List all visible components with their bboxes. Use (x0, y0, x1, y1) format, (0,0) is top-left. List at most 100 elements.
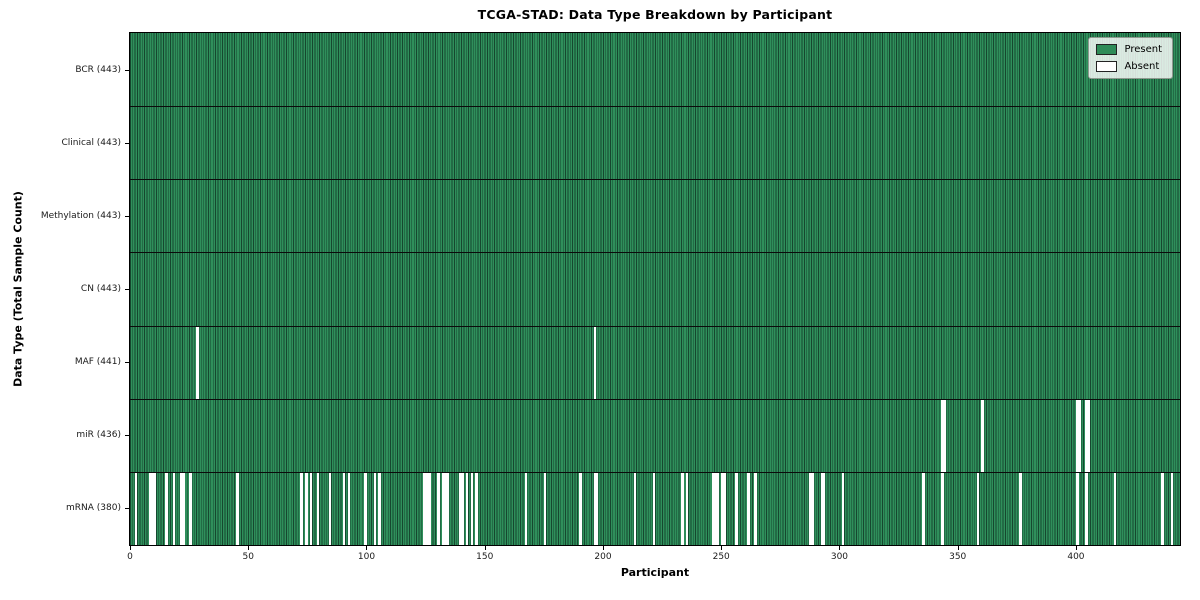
absent-mark (1019, 471, 1022, 545)
absent-mark (300, 471, 303, 545)
xtick-label-0: 0 (127, 552, 133, 562)
row-separator (130, 179, 1180, 181)
ytick-label-cn: CN (443) (80, 284, 121, 294)
absent-mark (681, 471, 684, 545)
absent-mark (652, 471, 656, 545)
absent-mark (461, 471, 464, 545)
xtick-label-200: 200 (594, 552, 612, 562)
absent-mark (633, 471, 637, 545)
absent-mark (747, 471, 750, 545)
legend-item-present: Present (1096, 44, 1162, 55)
absent-mark (593, 325, 597, 399)
absent-mark (425, 471, 429, 545)
absent-mark (378, 471, 381, 545)
absent-mark (165, 471, 169, 545)
absent-mark (981, 398, 984, 472)
row-separator (130, 471, 1180, 473)
absent-mark (976, 471, 980, 545)
absent-mark (470, 471, 474, 545)
absent-mark (723, 471, 727, 545)
absent-mark (342, 471, 346, 545)
absent-mark (182, 471, 185, 545)
absent-mark (465, 471, 469, 545)
heatmap-row-bcr (130, 33, 1180, 107)
absent-mark (1161, 471, 1164, 545)
legend-present-label: Present (1124, 44, 1162, 55)
absent-mark (364, 471, 367, 545)
xtick-label-100: 100 (357, 552, 376, 562)
absent-mark (236, 471, 239, 545)
xtick-mark (130, 546, 131, 550)
present-bars (130, 398, 1180, 472)
absent-mark (442, 471, 445, 545)
absent-mark (811, 471, 814, 545)
legend-absent-label: Absent (1124, 61, 1160, 72)
absent-mark (316, 471, 320, 545)
xtick-mark (839, 546, 841, 550)
plot-area: Present Absent (129, 32, 1181, 546)
absent-mark (941, 471, 944, 545)
absent-mark (1075, 398, 1079, 472)
legend-present-swatch (1096, 44, 1118, 55)
absent-mark (593, 471, 597, 545)
legend-item-absent: Absent (1096, 61, 1162, 72)
absent-mark (524, 471, 528, 545)
heatmap-row-mir (130, 398, 1180, 472)
absent-mark (309, 471, 313, 545)
heatmap-row-mrna (130, 471, 1180, 545)
absent-mark (754, 471, 757, 545)
ytick-label-maf: MAF (441) (74, 357, 121, 368)
ytick-mark (125, 362, 129, 364)
legend: Present Absent (1088, 37, 1173, 79)
x-axis-title: Participant (620, 566, 690, 579)
absent-mark (148, 471, 152, 545)
present-bars (130, 106, 1180, 180)
ytick-label-bcr: BCR (443) (75, 64, 121, 75)
xtick-mark (602, 546, 604, 550)
absent-mark (347, 471, 351, 545)
heatmap-row-methylation (130, 179, 1180, 253)
absent-mark (446, 471, 450, 545)
absent-mark (134, 471, 138, 545)
row-separator (130, 106, 1180, 108)
xtick-label-150: 150 (476, 552, 494, 562)
absent-mark (943, 398, 947, 472)
absent-mark (151, 471, 154, 545)
heatmap-row-maf (130, 325, 1180, 399)
ytick-label-clinical: Clinical (443) (61, 137, 121, 148)
absent-mark (427, 471, 431, 545)
absent-mark (922, 471, 925, 545)
present-bars (130, 252, 1180, 326)
absent-mark (475, 471, 478, 545)
absent-mark (711, 471, 715, 545)
absent-mark (721, 471, 724, 545)
chart-title: TCGA-STAD: Data Type Breakdown by Partic… (477, 7, 833, 22)
absent-mark (1113, 471, 1117, 545)
heatmap-row-cn (130, 252, 1180, 326)
absent-mark (444, 471, 448, 545)
absent-mark (1085, 398, 1088, 472)
absent-mark (458, 471, 462, 545)
row-separator (130, 252, 1180, 254)
absent-mark (735, 471, 738, 545)
ytick-label-mrna: mRNA (380) (66, 503, 121, 514)
absent-mark (196, 325, 199, 399)
row-separator (130, 325, 1180, 327)
xtick-label-400: 400 (1067, 552, 1085, 562)
absent-mark (716, 471, 720, 545)
ytick-mark (125, 142, 129, 144)
absent-mark (373, 471, 377, 545)
ytick-mark (125, 215, 129, 217)
xtick-mark (484, 546, 486, 550)
xtick-label-300: 300 (830, 552, 849, 562)
absent-mark (685, 471, 689, 545)
absent-mark (841, 471, 845, 545)
absent-mark (808, 471, 812, 545)
absent-mark (1075, 471, 1079, 545)
absent-mark (305, 471, 308, 545)
absent-mark (153, 471, 157, 545)
absent-mark (172, 471, 176, 545)
ytick-mark (125, 289, 129, 290)
absent-mark (714, 471, 717, 545)
